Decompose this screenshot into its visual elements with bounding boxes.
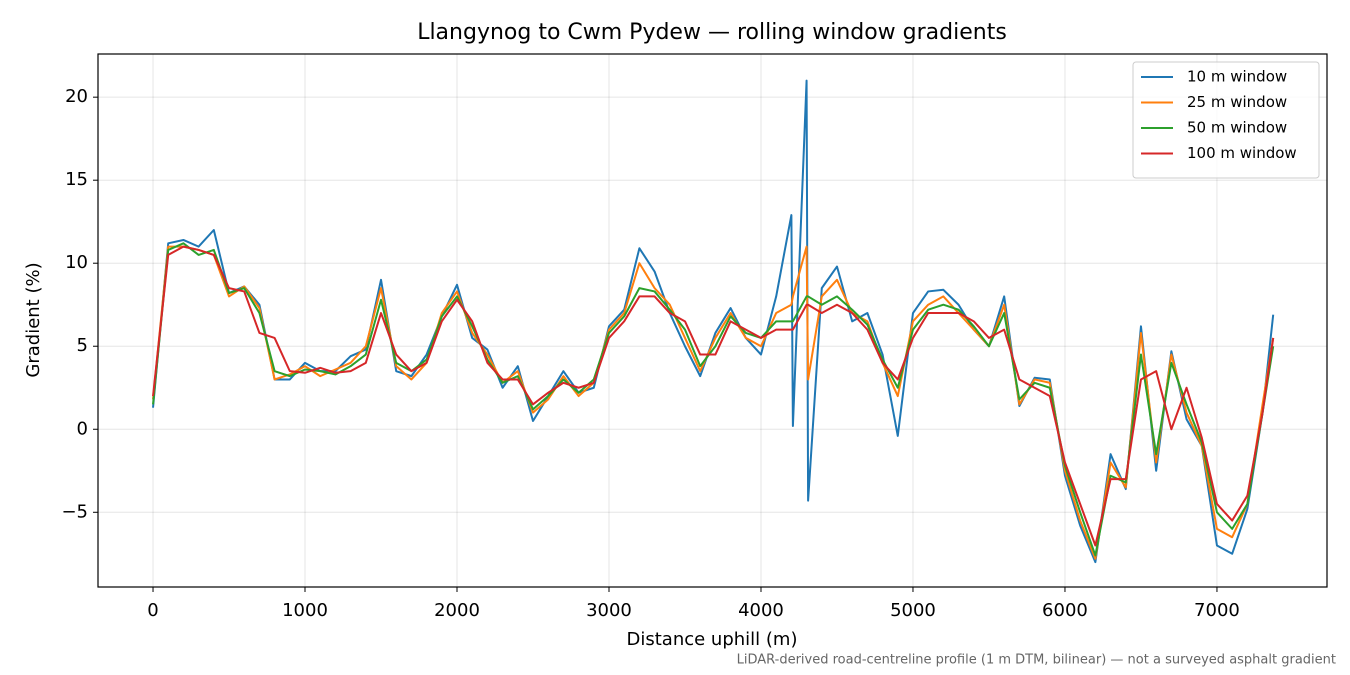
x-tick-label: 6000 [1042, 600, 1088, 621]
legend-label: 100 m window [1187, 144, 1297, 162]
x-tick-label: 3000 [586, 600, 632, 621]
series-line [152, 79, 1275, 564]
x-tick-label: 0 [147, 600, 158, 621]
series-line [152, 245, 1275, 560]
legend-box [1132, 61, 1320, 179]
y-tick-label: −5 [61, 501, 88, 522]
y-tick-label: 20 [65, 86, 88, 107]
x-tick-label: 5000 [890, 600, 936, 621]
y-tick-label: 5 [77, 335, 88, 356]
y-axis-label: Gradient (%) [23, 262, 44, 377]
x-tick-label: 7000 [1194, 600, 1240, 621]
series-line [152, 245, 1275, 547]
legend-label: 50 m window [1187, 119, 1287, 137]
y-tick-label: 0 [77, 418, 88, 439]
x-axis-label: Distance uphill (m) [627, 629, 798, 650]
y-tick-label: 15 [65, 169, 88, 190]
x-tick-label: 4000 [738, 600, 784, 621]
series-line [152, 242, 1275, 557]
legend-label: 10 m window [1187, 68, 1287, 86]
footnote: LiDAR-derived road-centreline profile (1… [737, 653, 1336, 668]
chart-title: Llangynog to Cwm Pydew — rolling window … [417, 20, 1007, 45]
x-tick-label: 2000 [434, 600, 480, 621]
y-tick-label: 10 [65, 252, 88, 273]
legend: 10 m window 25 m window 50 m window 100 m w… [1132, 61, 1320, 179]
x-tick-label: 1000 [282, 600, 328, 621]
legend-label: 25 m window [1187, 93, 1287, 111]
plot-frame [97, 53, 1328, 588]
